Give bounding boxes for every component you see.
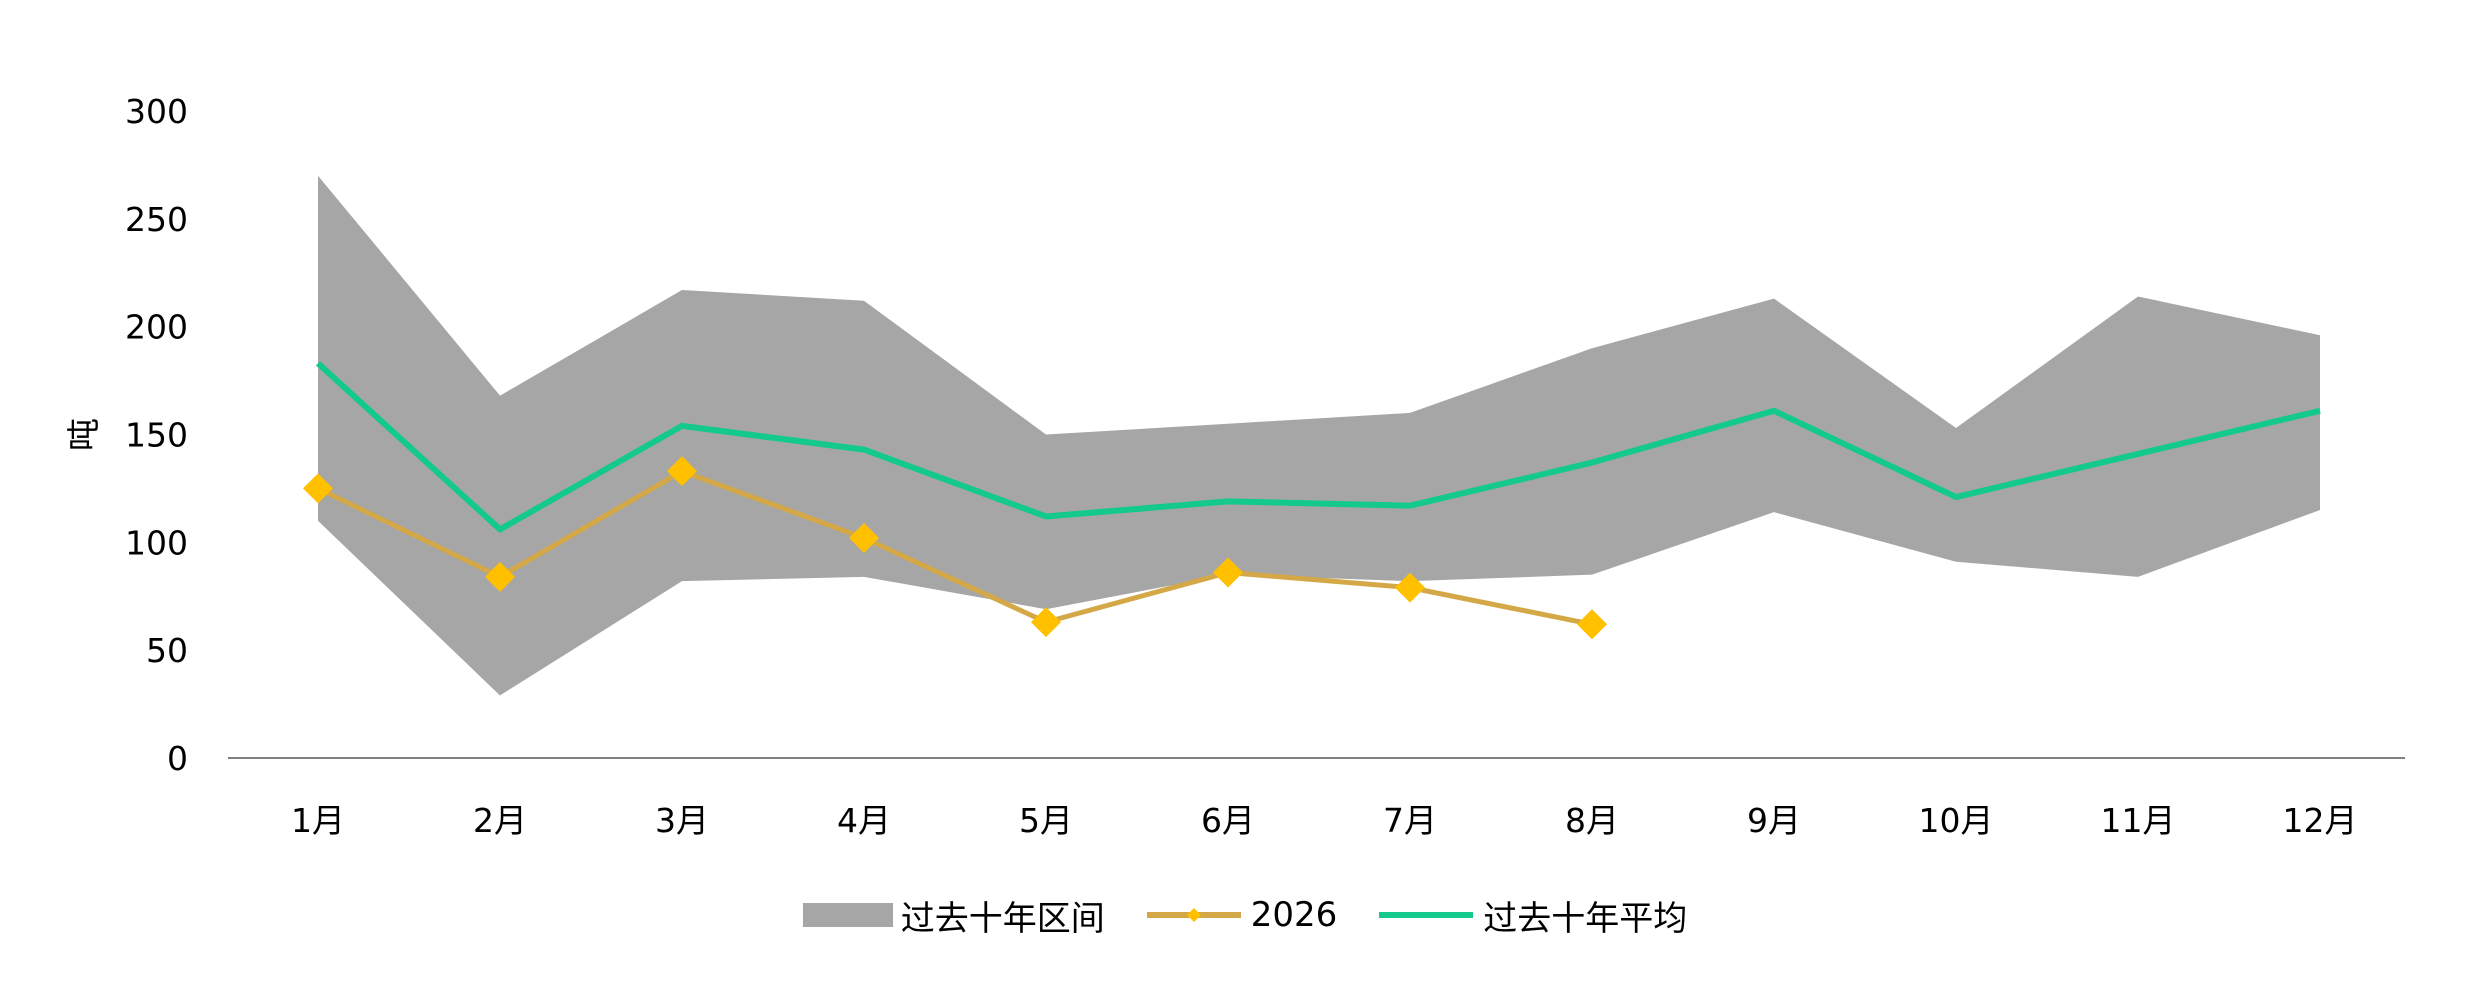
series-2026-marker	[1213, 557, 1243, 588]
series-2026-marker	[1031, 607, 1061, 638]
series-2026-marker	[667, 456, 697, 487]
legend-label-range: 过去十年区间	[900, 898, 1105, 939]
average-line	[315, 361, 2321, 533]
y-tick-label: 0	[167, 739, 188, 778]
legend-swatch-average	[1379, 912, 1474, 918]
x-tick-label: 10月	[1919, 801, 1994, 840]
x-tick-label: 5月	[1019, 801, 1073, 840]
band-layer	[318, 175, 2320, 696]
legend-item-range: 过去十年区间	[802, 891, 1105, 940]
y-tick-label: 50	[146, 631, 188, 670]
x-tick-label: 12月	[2283, 801, 2358, 840]
x-tick-label: 8月	[1565, 801, 1619, 840]
x-tick-label: 2月	[473, 801, 527, 840]
legend-label-2026: 2026	[1250, 895, 1338, 935]
legend: 过去十年区间 2026 过去十年平均	[0, 880, 2490, 950]
x-tick-label: 4月	[837, 801, 891, 840]
x-tick-label: 9月	[1747, 801, 1801, 840]
x-tick-label: 11月	[2101, 801, 2176, 840]
legend-swatch-2026	[1146, 908, 1241, 922]
legend-item-average: 过去十年平均	[1377, 891, 1687, 940]
range-band-area	[318, 175, 2320, 696]
series-2026-layer	[303, 456, 1607, 640]
y-tick-label: 150	[125, 416, 188, 455]
series-2026-line	[316, 468, 1593, 627]
x-tick-label: 3月	[655, 801, 709, 840]
x-tick-label: 6月	[1201, 801, 1255, 840]
average-line-layer	[315, 361, 2321, 533]
series-2026-marker	[485, 561, 515, 592]
x-tick-label: 7月	[1383, 801, 1437, 840]
legend-label-average: 过去十年平均	[1483, 898, 1688, 939]
legend-swatch-range	[802, 903, 893, 927]
x-tick-labels: 1月 2月 3月 4月 5月 6月 7月 8月 9月 10月 11月 12月	[291, 801, 2358, 840]
y-tick-label: 200	[125, 308, 188, 347]
y-axis-label: 吨	[64, 418, 103, 451]
series-2026-marker	[1577, 609, 1607, 640]
series-2026-marker	[303, 473, 333, 504]
x-tick-label: 1月	[291, 801, 345, 840]
legend-item-2026: 2026	[1145, 895, 1338, 935]
y-tick-label: 100	[125, 523, 188, 562]
y-tick-labels: 0 50 100 150 200 250 300	[125, 92, 188, 778]
series-2026-marker	[1395, 572, 1425, 603]
series-2026-marker	[849, 523, 879, 554]
y-tick-label: 250	[125, 200, 188, 239]
y-tick-label: 300	[125, 92, 188, 131]
